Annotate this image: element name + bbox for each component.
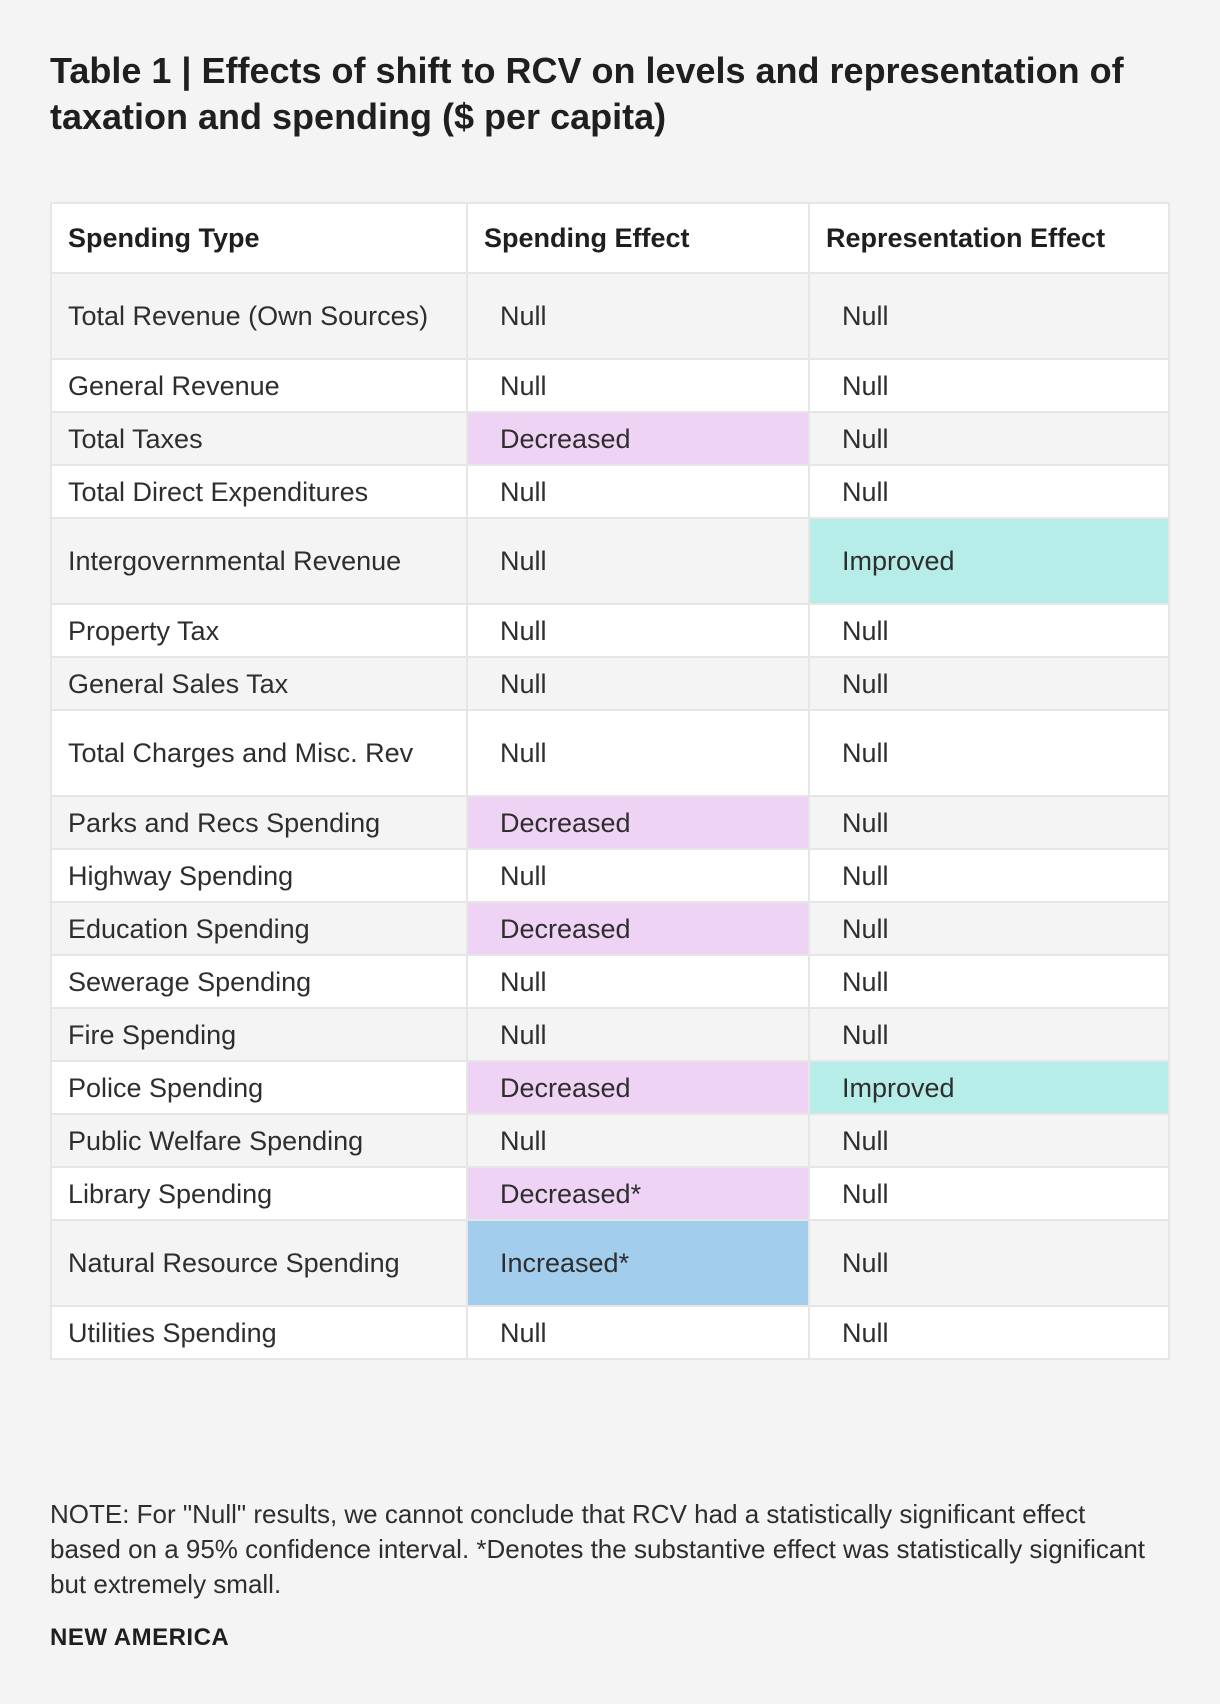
cell-representation-effect: Null: [808, 1305, 1170, 1360]
effects-table: Spending Type Spending Effect Representa…: [50, 202, 1170, 1360]
cell-spending-effect: Null: [466, 709, 810, 797]
cell-spending-type: Total Charges and Misc. Rev: [50, 709, 468, 797]
cell-spending-effect: Null: [466, 1305, 810, 1360]
cell-representation-effect: Null: [808, 848, 1170, 903]
cell-spending-effect: Null: [466, 603, 810, 658]
cell-spending-effect: Null: [466, 1007, 810, 1062]
table-row: Total Taxes Decreased Null: [50, 411, 1170, 466]
table-row: Total Charges and Misc. Rev Null Null: [50, 709, 1170, 797]
table-header-row: Spending Type Spending Effect Representa…: [50, 202, 1170, 274]
header-representation-effect: Representation Effect: [808, 202, 1170, 274]
cell-spending-type: Public Welfare Spending: [50, 1113, 468, 1168]
cell-representation-effect: Null: [808, 411, 1170, 466]
table-row: Utilities Spending Null Null: [50, 1305, 1170, 1360]
table-row: General Sales Tax Null Null: [50, 656, 1170, 711]
cell-spending-type: Library Spending: [50, 1166, 468, 1221]
cell-spending-type: General Revenue: [50, 358, 468, 413]
cell-spending-effect: Null: [466, 954, 810, 1009]
cell-representation-effect: Null: [808, 272, 1170, 360]
cell-representation-effect: Null: [808, 795, 1170, 850]
cell-spending-type: Property Tax: [50, 603, 468, 658]
cell-representation-effect: Null: [808, 1113, 1170, 1168]
cell-spending-effect: Increased*: [466, 1219, 810, 1307]
cell-spending-effect: Decreased: [466, 1060, 810, 1115]
table-row: Library Spending Decreased* Null: [50, 1166, 1170, 1221]
header-spending-type: Spending Type: [50, 202, 468, 274]
cell-representation-effect: Null: [808, 709, 1170, 797]
cell-spending-effect: Decreased: [466, 795, 810, 850]
table-body: Total Revenue (Own Sources) Null Null Gener…: [50, 272, 1170, 1360]
page-title: Table 1 | Effects of shift to RCV on lev…: [50, 50, 1124, 137]
table-row: Parks and Recs Spending Decreased Null: [50, 795, 1170, 850]
table-row: Sewerage Spending Null Null: [50, 954, 1170, 1009]
cell-spending-effect: Null: [466, 272, 810, 360]
cell-spending-type: Parks and Recs Spending: [50, 795, 468, 850]
table-row: Highway Spending Null Null: [50, 848, 1170, 903]
cell-spending-type: Sewerage Spending: [50, 954, 468, 1009]
cell-representation-effect: Null: [808, 464, 1170, 519]
table-row: General Revenue Null Null: [50, 358, 1170, 413]
cell-representation-effect: Improved: [808, 517, 1170, 605]
cell-spending-effect: Decreased: [466, 901, 810, 956]
table-note: NOTE: For "Null" results, we cannot conc…: [50, 1499, 1146, 1599]
cell-representation-effect: Null: [808, 1166, 1170, 1221]
cell-spending-effect: Null: [466, 1113, 810, 1168]
cell-spending-type: Fire Spending: [50, 1007, 468, 1062]
cell-spending-type: Natural Resource Spending: [50, 1219, 468, 1307]
table-row: Education Spending Decreased Null: [50, 901, 1170, 956]
cell-representation-effect: Null: [808, 901, 1170, 956]
cell-representation-effect: Improved: [808, 1060, 1170, 1115]
cell-spending-effect: Null: [466, 517, 810, 605]
table-row: Public Welfare Spending Null Null: [50, 1113, 1170, 1168]
cell-spending-type: Highway Spending: [50, 848, 468, 903]
cell-representation-effect: Null: [808, 954, 1170, 1009]
cell-representation-effect: Null: [808, 656, 1170, 711]
cell-spending-type: Total Taxes: [50, 411, 468, 466]
cell-spending-type: Total Revenue (Own Sources): [50, 272, 468, 360]
cell-spending-type: General Sales Tax: [50, 656, 468, 711]
cell-representation-effect: Null: [808, 1219, 1170, 1307]
cell-spending-effect: Null: [466, 656, 810, 711]
table-row: Total Revenue (Own Sources) Null Null: [50, 272, 1170, 360]
cell-spending-type: Utilities Spending: [50, 1305, 468, 1360]
table-row: Police Spending Decreased Improved: [50, 1060, 1170, 1115]
cell-spending-effect: Null: [466, 848, 810, 903]
cell-spending-type: Police Spending: [50, 1060, 468, 1115]
cell-spending-type: Total Direct Expenditures: [50, 464, 468, 519]
table-row: Fire Spending Null Null: [50, 1007, 1170, 1062]
table-row: Total Direct Expenditures Null Null: [50, 464, 1170, 519]
publisher-logo-text: NEW AMERICA: [50, 1624, 230, 1651]
cell-representation-effect: Null: [808, 358, 1170, 413]
cell-representation-effect: Null: [808, 603, 1170, 658]
table-row: Intergovernmental Revenue Null Improved: [50, 517, 1170, 605]
cell-spending-effect: Decreased*: [466, 1166, 810, 1221]
cell-spending-effect: Null: [466, 358, 810, 413]
table-row: Natural Resource Spending Increased* Null: [50, 1219, 1170, 1307]
cell-spending-type: Education Spending: [50, 901, 468, 956]
table-row: Property Tax Null Null: [50, 603, 1170, 658]
cell-spending-effect: Null: [466, 464, 810, 519]
cell-representation-effect: Null: [808, 1007, 1170, 1062]
cell-spending-effect: Decreased: [466, 411, 810, 466]
cell-spending-type: Intergovernmental Revenue: [50, 517, 468, 605]
header-spending-effect: Spending Effect: [466, 202, 810, 274]
